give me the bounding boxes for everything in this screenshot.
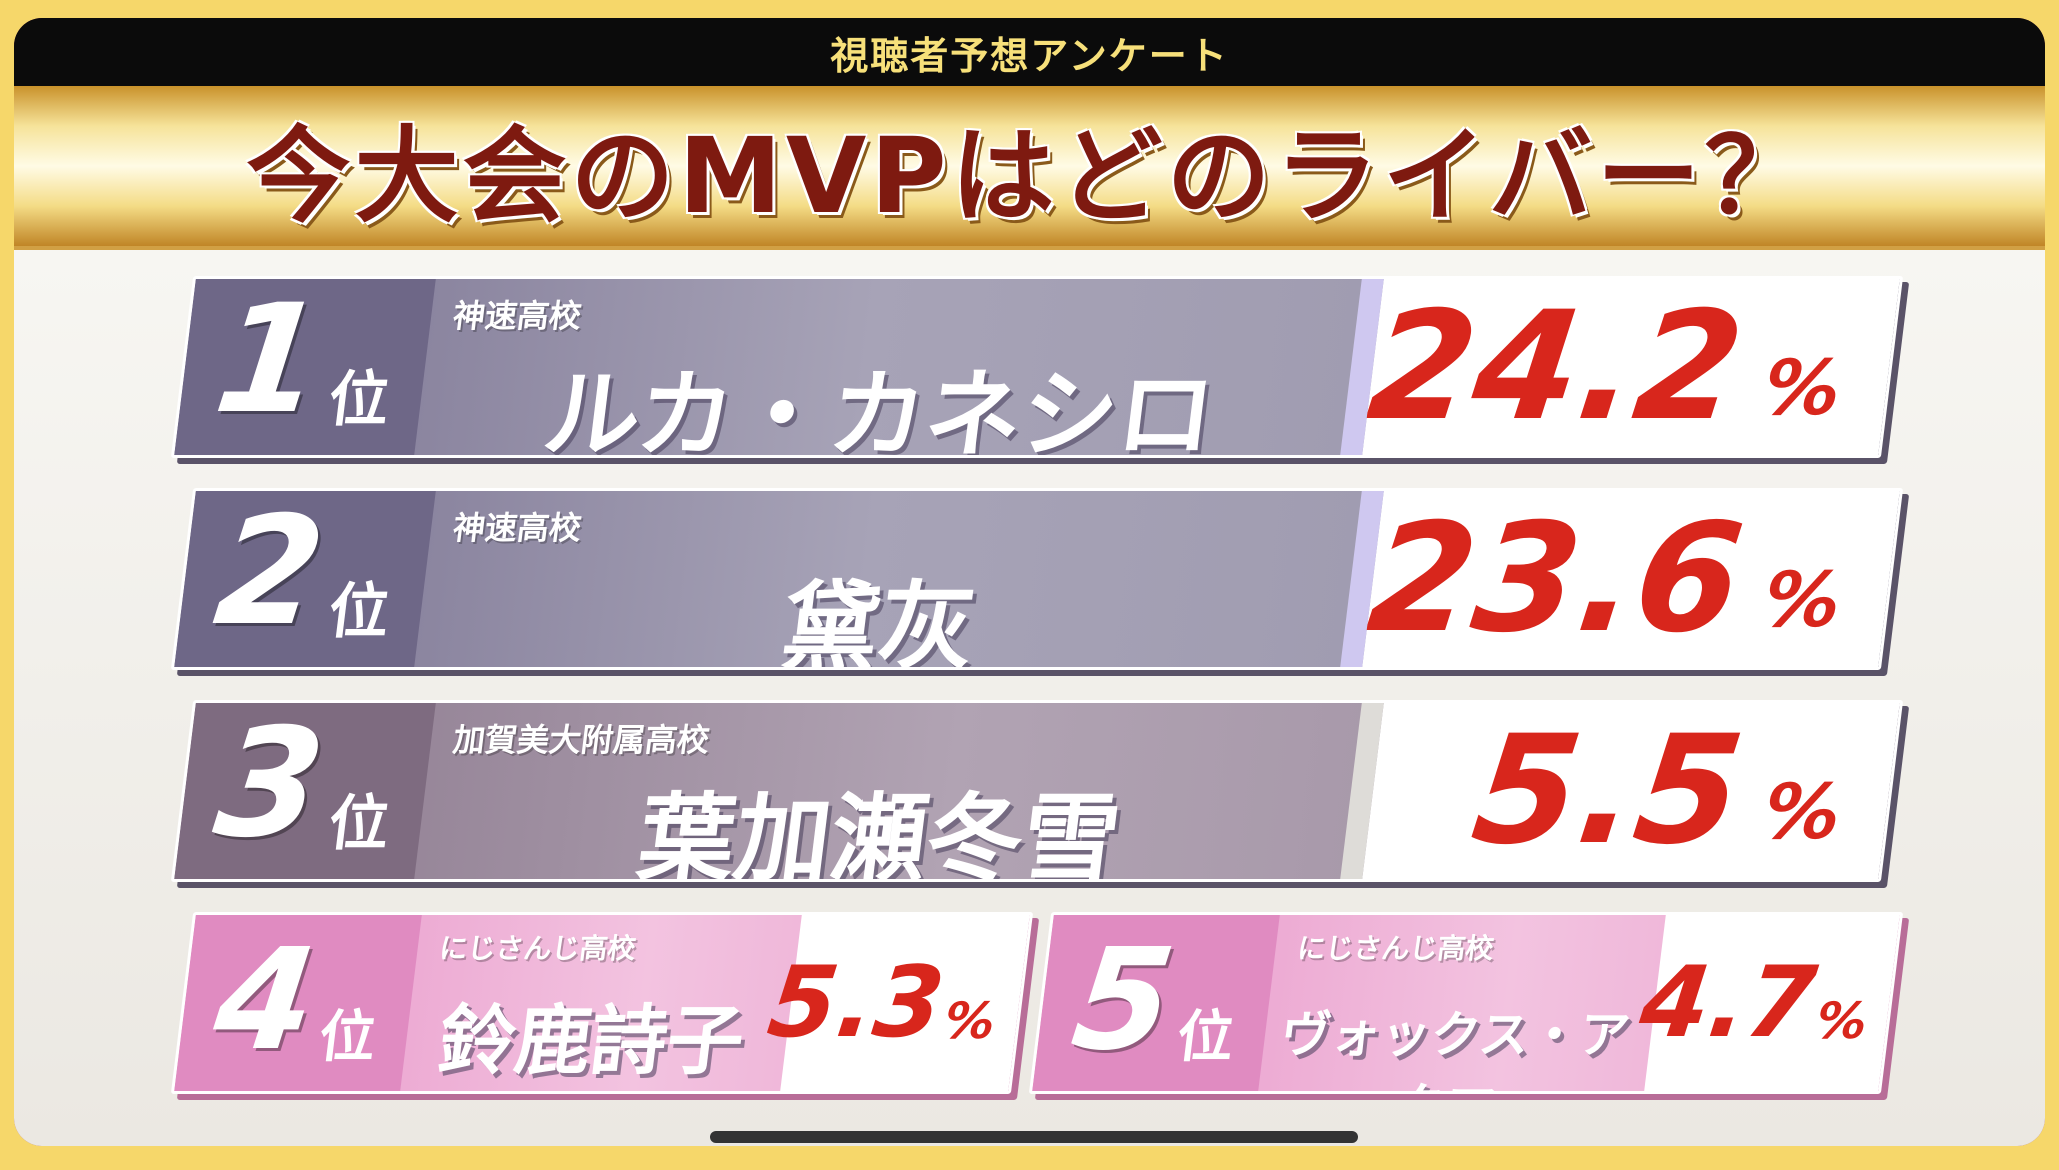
poll-header-bar: 視聴者予想アンケート [14,18,2045,86]
percent-cell: 24.2 % [1360,279,1900,455]
ranking-row-1: 1 位 神速高校 ルカ・カネシロ 24.2 % [170,276,1910,464]
rank-badge: 4 位 [174,915,422,1091]
player-name: 葉加瀬冬雪 [632,783,1126,882]
rank-number: 4 [206,919,325,1082]
player-name: 黛灰 [776,571,982,670]
percent-sign: % [941,992,999,1050]
ranking-row-2: 2 位 神速高校 黛灰 23.6 % [170,488,1910,676]
rank-suffix: 位 [324,365,394,435]
rank-badge: 3 位 [174,700,436,879]
home-indicator[interactable] [710,1131,1358,1143]
title-banner: 今大会のMVPはどのライバー？ [14,86,2045,250]
school-name: にじさんじ高校 [437,932,638,965]
percent-sign: % [1813,992,1871,1050]
rank-badge: 1 位 [174,276,436,455]
percent-value: 5.5 [1464,704,1752,878]
percent-cell: 5.3 % [762,915,1030,1091]
player-name: ヴォックス・アクマ [1277,1006,1633,1094]
percent-cell: 23.6 % [1360,491,1900,667]
rank-number: 2 [206,488,333,659]
percent-sign: % [1758,554,1847,644]
rank-number: 1 [206,276,333,447]
rank-number: 5 [1064,919,1183,1082]
percent-cell: 5.5 % [1362,703,1900,879]
rank-badge: 5 位 [1032,915,1280,1091]
poll-subtitle: 視聴者予想アンケート [830,33,1229,78]
rank-suffix: 位 [324,577,394,647]
percent-value: 4.7 [1634,946,1822,1060]
rank-number: 3 [206,700,333,871]
school-name: にじさんじ高校 [1295,932,1496,965]
ranking-row-4: 4 位 にじさんじ高校 鈴鹿詩子 5.3 % [170,912,1040,1100]
rank-suffix: 位 [324,789,394,859]
school-name: 神速高校 [450,509,584,547]
percent-value: 23.6 [1360,492,1752,666]
school-name: 加賀美大附属高校 [450,721,712,759]
player-name: ルカ・カネシロ [537,359,1221,458]
percent-value: 24.2 [1360,280,1752,454]
school-name: 神速高校 [450,297,584,335]
rank-suffix: 位 [1173,1005,1238,1070]
rank-badge: 2 位 [174,488,436,667]
rank-suffix: 位 [315,1005,380,1070]
ranking-row-5: 5 位 にじさんじ高校 ヴォックス・アクマ 4.7 % [1028,912,1910,1100]
percent-cell: 4.7 % [1634,915,1900,1091]
percent-sign: % [1758,342,1847,432]
percent-value: 5.3 [762,946,950,1060]
percent-sign: % [1758,766,1847,856]
poll-title: 今大会のMVPはどのライバー？ [246,114,1813,237]
ranking-row-3: 3 位 加賀美大附属高校 葉加瀬冬雪 5.5 % [170,700,1910,888]
player-name: 鈴鹿詩子 [433,996,749,1085]
